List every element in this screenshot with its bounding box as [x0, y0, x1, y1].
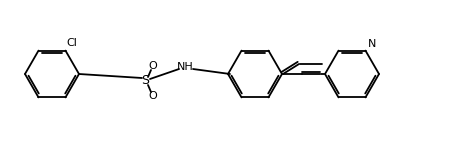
- Text: NH: NH: [176, 62, 194, 72]
- Text: O: O: [149, 61, 157, 71]
- Text: O: O: [149, 91, 157, 101]
- Text: Cl: Cl: [67, 38, 77, 48]
- Text: N: N: [368, 39, 376, 49]
- Text: S: S: [141, 74, 149, 87]
